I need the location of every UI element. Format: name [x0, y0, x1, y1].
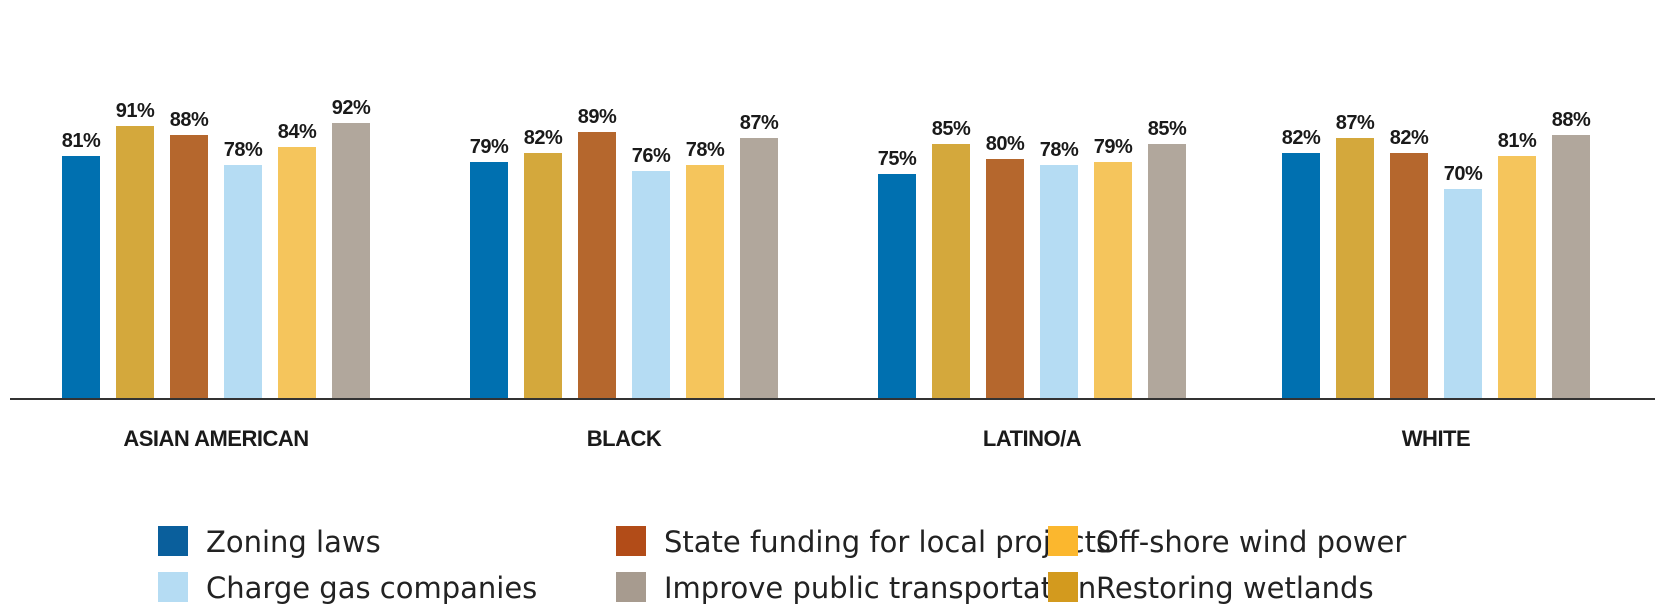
- legend-label-state-funding-for-local-projects: State funding for local projects: [664, 525, 1111, 559]
- legend-swatch-improve-public-transportation: [616, 572, 646, 602]
- bar-white-off-shore-wind-power: [1498, 156, 1536, 399]
- bar-white-zoning-laws: [1282, 153, 1320, 399]
- value-label-white-improve-public-transportation: 88%: [1552, 109, 1591, 131]
- legend-swatch-off-shore-wind-power: [1048, 526, 1078, 556]
- value-label-white-off-shore-wind-power: 81%: [1498, 130, 1537, 152]
- category-label-black: BLACK: [587, 426, 662, 451]
- legend-swatch-zoning-laws: [158, 526, 188, 556]
- legend-label-charge-gas-companies: Charge gas companies: [206, 571, 537, 605]
- value-label-latino-a-off-shore-wind-power: 79%: [1094, 136, 1133, 158]
- value-label-asian-american-improve-public-transportation: 92%: [332, 97, 371, 119]
- bar-latino-a-state-funding-for-local-projects: [986, 159, 1024, 399]
- value-label-latino-a-restoring-wetlands: 85%: [932, 118, 971, 140]
- bar-white-charge-gas-companies: [1444, 189, 1482, 399]
- bar-asian-american-zoning-laws: [62, 156, 100, 399]
- value-label-black-improve-public-transportation: 87%: [740, 112, 779, 134]
- bar-black-zoning-laws: [470, 162, 508, 399]
- value-label-asian-american-charge-gas-companies: 78%: [224, 139, 263, 161]
- value-label-latino-a-improve-public-transportation: 85%: [1148, 118, 1187, 140]
- bar-black-state-funding-for-local-projects: [578, 132, 616, 399]
- bar-latino-a-improve-public-transportation: [1148, 144, 1186, 399]
- bar-white-state-funding-for-local-projects: [1390, 153, 1428, 399]
- category-label-latino-a: LATINO/A: [983, 426, 1082, 451]
- value-label-asian-american-state-funding-for-local-projects: 88%: [170, 109, 209, 131]
- legend-label-off-shore-wind-power: Off-shore wind power: [1096, 525, 1406, 559]
- bar-asian-american-charge-gas-companies: [224, 165, 262, 399]
- value-label-asian-american-restoring-wetlands: 91%: [116, 100, 155, 122]
- category-labels-layer: ASIAN AMERICAN BLACK LATINO/A WHITE: [123, 426, 1470, 451]
- legend-label-improve-public-transportation: Improve public transportation: [664, 571, 1096, 605]
- bar-asian-american-off-shore-wind-power: [278, 147, 316, 399]
- legend-swatch-charge-gas-companies: [158, 572, 188, 602]
- value-label-white-state-funding-for-local-projects: 82%: [1390, 127, 1429, 149]
- category-label-asian-american: ASIAN AMERICAN: [123, 426, 308, 451]
- value-label-latino-a-state-funding-for-local-projects: 80%: [986, 133, 1025, 155]
- value-label-latino-a-charge-gas-companies: 78%: [1040, 139, 1079, 161]
- value-label-latino-a-zoning-laws: 75%: [878, 148, 917, 170]
- value-label-black-state-funding-for-local-projects: 89%: [578, 106, 617, 128]
- value-label-asian-american-zoning-laws: 81%: [62, 130, 101, 152]
- bar-white-improve-public-transportation: [1552, 135, 1590, 399]
- bar-asian-american-state-funding-for-local-projects: [170, 135, 208, 399]
- bar-asian-american-restoring-wetlands: [116, 126, 154, 399]
- value-label-black-zoning-laws: 79%: [470, 136, 509, 158]
- value-label-white-charge-gas-companies: 70%: [1444, 163, 1483, 185]
- value-labels-layer: 81% 91% 88% 78% 84% 92% 79% 82% 89% 76% 78% 87% 75% 8…: [62, 97, 1592, 185]
- category-label-white: WHITE: [1402, 426, 1470, 451]
- value-label-black-off-shore-wind-power: 78%: [686, 139, 725, 161]
- bar-black-improve-public-transportation: [740, 138, 778, 399]
- bar-black-restoring-wetlands: [524, 153, 562, 399]
- value-label-white-restoring-wetlands: 87%: [1336, 112, 1375, 134]
- value-label-white-zoning-laws: 82%: [1282, 127, 1321, 149]
- bar-latino-a-zoning-laws: [878, 174, 916, 399]
- bar-black-off-shore-wind-power: [686, 165, 724, 399]
- bar-white-restoring-wetlands: [1336, 138, 1374, 399]
- bars-layer: [62, 123, 1590, 399]
- legend-swatch-restoring-wetlands: [1048, 572, 1078, 602]
- value-label-black-restoring-wetlands: 82%: [524, 127, 563, 149]
- bar-latino-a-restoring-wetlands: [932, 144, 970, 399]
- legend-label-zoning-laws: Zoning laws: [206, 525, 381, 559]
- legend-swatch-state-funding-for-local-projects: [616, 526, 646, 556]
- value-label-black-charge-gas-companies: 76%: [632, 145, 671, 167]
- value-label-asian-american-off-shore-wind-power: 84%: [278, 121, 317, 143]
- bar-latino-a-charge-gas-companies: [1040, 165, 1078, 399]
- bar-asian-american-improve-public-transportation: [332, 123, 370, 399]
- legend: Zoning laws State funding for local proje…: [158, 525, 1406, 605]
- bar-latino-a-off-shore-wind-power: [1094, 162, 1132, 399]
- bar-black-charge-gas-companies: [632, 171, 670, 399]
- legend-label-restoring-wetlands: Restoring wetlands: [1096, 571, 1374, 605]
